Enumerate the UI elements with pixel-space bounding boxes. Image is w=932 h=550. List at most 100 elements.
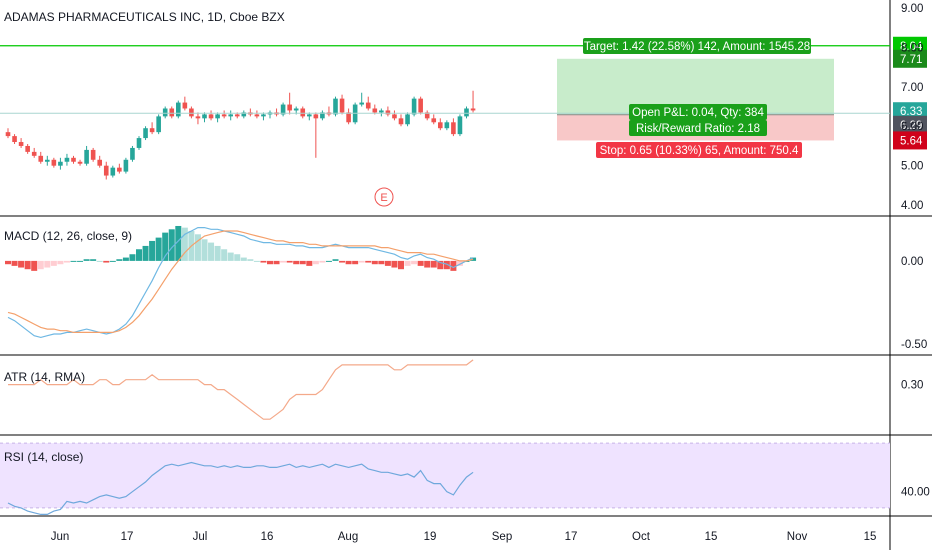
candle-body <box>385 110 391 115</box>
candle-body <box>51 159 57 166</box>
candle-body <box>202 114 207 119</box>
price-axis-tick: 5.00 <box>901 161 923 173</box>
macd-histogram-bar <box>109 260 116 262</box>
candle-body <box>176 102 181 117</box>
price-axis-tick: 6.00 <box>901 121 923 133</box>
macd-histogram-bar <box>443 260 450 270</box>
candle-body <box>228 114 233 117</box>
time-axis-tick: 15 <box>705 531 718 543</box>
macd-histogram-bar <box>214 245 221 261</box>
price-tag: 5.64 <box>900 135 923 147</box>
macd-histogram-bar <box>31 260 38 271</box>
macd-histogram-bar <box>116 259 123 261</box>
atr-axis-tick: 0.30 <box>901 380 923 392</box>
candle-body <box>346 112 351 123</box>
candle-body <box>339 98 345 113</box>
rsi-series <box>7 461 474 515</box>
price-candles <box>5 90 476 180</box>
candle-body <box>182 102 188 109</box>
macd-histogram-bar <box>319 260 326 263</box>
candle-body <box>117 167 122 172</box>
candle-body <box>300 108 306 117</box>
macd-histogram-bar <box>37 260 44 270</box>
macd-histogram-bar <box>358 260 365 263</box>
price-tag-box <box>893 115 927 134</box>
candle-body <box>136 138 142 148</box>
time-axis-tick: Sep <box>492 531 512 543</box>
macd-histogram-bar <box>456 260 463 266</box>
candle-body <box>470 108 476 111</box>
candle-body <box>372 108 378 113</box>
macd-histogram-bar <box>83 259 90 261</box>
macd-axis-tick: 0.00 <box>901 256 923 268</box>
macd-histogram-bar <box>240 257 247 261</box>
price-tag-box <box>893 49 927 68</box>
candle-body <box>45 159 50 162</box>
candle-body <box>25 145 30 152</box>
time-axis-tick: Nov <box>787 531 808 543</box>
atr-pane-title: ATR (14, RMA) <box>4 370 85 384</box>
price-tag: 6.33 <box>900 106 922 118</box>
macd-histogram-bar <box>306 260 313 266</box>
macd-histogram-bar <box>77 260 84 262</box>
macd-histogram-bar <box>155 237 162 261</box>
earnings-marker-label: E <box>380 192 387 204</box>
macd-histogram-bar <box>11 260 18 266</box>
macd-histogram-bar <box>175 225 182 261</box>
macd-histogram-bar <box>325 260 332 262</box>
candle-body <box>18 142 24 146</box>
candle-body <box>58 161 63 166</box>
candle-body <box>359 102 364 105</box>
macd-histogram-bar <box>63 260 70 263</box>
macd-histogram-bar <box>260 260 267 263</box>
axes: 9.00 8.00 7.00 6.00 5.00 4.00 0.00 -0.50 0.30 40.… <box>51 3 930 543</box>
candle-body <box>156 116 161 133</box>
macd-histogram-bar <box>142 245 149 261</box>
macd-histogram-bar <box>299 260 306 265</box>
stop-label-box <box>596 142 802 158</box>
candle-body <box>293 108 299 111</box>
candle-body <box>418 98 423 113</box>
macd-histogram-bar <box>280 260 287 263</box>
time-axis-tick: Aug <box>338 531 358 543</box>
target-label: Target: 1.42 (22.58%) 142, Amount: 1545.… <box>584 41 810 53</box>
candle-body <box>287 104 292 111</box>
macd-histogram-bar <box>273 260 280 265</box>
macd-histogram-bar <box>312 260 319 265</box>
macd-histogram-bar <box>430 260 437 268</box>
macd-histogram-bar <box>234 254 241 261</box>
macd-histogram-bar <box>352 260 359 265</box>
signal-line <box>7 230 474 333</box>
trade-overlay: E Target: 1.42 (22.58%) 142, Amount: 1545… <box>0 36 927 207</box>
atr-series <box>8 359 474 420</box>
candle-body <box>90 149 96 160</box>
candle-body <box>97 159 102 166</box>
candle-body <box>38 155 44 162</box>
macd-histogram-bar <box>227 252 234 261</box>
time-axis-tick: Jul <box>193 531 208 543</box>
pnl-label: Open P&L: 0.04, Qty: 384 <box>632 107 764 119</box>
candle-body <box>12 136 17 143</box>
candle-body <box>130 147 135 160</box>
chart-title: ADAMAS PHARMACEUTICALS INC, 1D, Cboe BZX <box>4 10 285 24</box>
rr-label-box <box>629 120 767 136</box>
candle-body <box>5 132 11 137</box>
macd-histogram-bar <box>50 260 57 266</box>
candle-body <box>313 114 319 119</box>
candle-body <box>143 128 148 139</box>
macd-histogram-bar <box>208 242 215 261</box>
candle-body <box>195 116 201 119</box>
macd-histogram-bar <box>44 260 51 268</box>
candle-body <box>307 114 312 117</box>
macd-histogram-bar <box>181 227 188 261</box>
macd-histogram-bar <box>96 260 103 262</box>
candle-body <box>451 122 456 135</box>
macd-histogram-bar <box>247 259 254 261</box>
price-tag: 7.71 <box>900 54 922 66</box>
candle-body <box>320 112 325 119</box>
macd-histogram-bar <box>339 260 346 263</box>
candle-body <box>110 167 116 176</box>
macd-histogram-bar <box>201 239 208 261</box>
macd-histogram-bar <box>378 260 385 265</box>
macd-histogram-bar <box>70 260 77 262</box>
